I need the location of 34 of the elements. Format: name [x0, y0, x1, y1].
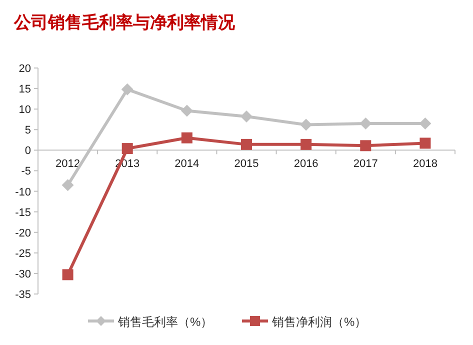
point	[180, 104, 193, 117]
point	[121, 83, 134, 96]
y-tick-label: -35	[15, 289, 31, 301]
y-tick-label: 15	[18, 84, 31, 96]
y-tick-label: 10	[18, 104, 31, 116]
x-tick-label: 2018	[412, 158, 438, 170]
x-tick-label: 2012	[56, 158, 80, 170]
y-tick-label: -25	[15, 248, 31, 260]
point	[240, 110, 252, 122]
legend-label: 销售净利润（%）	[271, 315, 367, 329]
x-tick-label: 2017	[353, 158, 378, 170]
x-tick-label: 2015	[234, 158, 259, 170]
point	[360, 140, 372, 152]
y-tick-label: -5	[21, 166, 31, 178]
point	[62, 179, 74, 192]
y-tick-label: 0	[24, 145, 31, 158]
y-tick-label: -20	[15, 227, 31, 240]
point	[300, 138, 312, 150]
point	[420, 138, 431, 149]
y-tick-label: 5	[24, 124, 31, 137]
point	[122, 143, 133, 154]
y-tick-label: 20	[18, 63, 31, 75]
x-tick-label: 2016	[294, 158, 318, 170]
chart-title: 公司销售毛利率与净利率情况	[13, 13, 236, 32]
point	[300, 118, 312, 131]
y-tick-label: -30	[15, 268, 31, 280]
point	[241, 138, 252, 150]
y-tick-label: -10	[15, 186, 31, 198]
y-tick-label: -15	[15, 206, 31, 219]
point	[419, 117, 432, 130]
point	[62, 269, 74, 280]
x-tick-label: 2014	[174, 158, 200, 170]
point	[181, 132, 192, 144]
legend-label: 销售毛利率（%）	[117, 315, 213, 329]
